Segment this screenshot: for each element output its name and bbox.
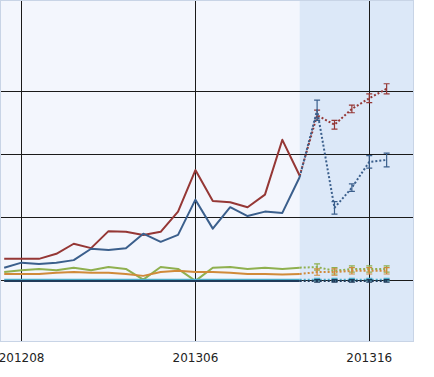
- grid-line: [0, 280, 414, 281]
- x-tick-label: 201316: [346, 351, 392, 365]
- grid-line: [369, 0, 370, 342]
- error-bar: [314, 100, 320, 120]
- forecast-line: [300, 271, 387, 274]
- x-tick-label: 201306: [173, 351, 219, 365]
- error-bar: [384, 84, 390, 94]
- forecast-line: [300, 279, 387, 281]
- error-bar: [349, 280, 355, 283]
- plot-frame: [1, 1, 414, 342]
- series-line: [4, 267, 300, 281]
- forecast-region: [300, 0, 414, 342]
- plot-background: [0, 0, 414, 342]
- series-line: [4, 280, 300, 282]
- chart: 201208 201306 201316: [0, 0, 434, 377]
- error-bar: [314, 269, 320, 275]
- series-line: [4, 271, 300, 276]
- error-bar: [366, 268, 372, 274]
- forecast-line: [300, 280, 387, 282]
- error-bar: [366, 280, 372, 283]
- error-bar: [366, 156, 372, 169]
- grid-line: [0, 91, 414, 92]
- series-line: [4, 279, 300, 281]
- error-bar: [384, 153, 390, 167]
- series-line: [4, 177, 300, 268]
- grid-line: [0, 154, 414, 155]
- error-bar: [384, 268, 390, 274]
- error-bar: [349, 105, 355, 113]
- error-bar: [314, 280, 320, 283]
- forecast-line: [300, 110, 387, 208]
- plot-data: [4, 84, 389, 282]
- error-bar: [331, 120, 337, 129]
- forecast-line: [300, 89, 387, 176]
- error-bar: [366, 94, 372, 103]
- error-bar: [331, 269, 337, 275]
- error-bar: [384, 280, 390, 283]
- x-tick-label: 201208: [0, 351, 44, 365]
- error-bar: [331, 280, 337, 283]
- chart-container: 201208 201306 201316: [0, 0, 434, 377]
- error-bar: [331, 202, 337, 215]
- error-bar: [349, 184, 355, 192]
- error-bar: [349, 268, 355, 274]
- forecast-line: [300, 267, 387, 271]
- grid-line: [21, 0, 22, 342]
- series-line: [4, 140, 300, 259]
